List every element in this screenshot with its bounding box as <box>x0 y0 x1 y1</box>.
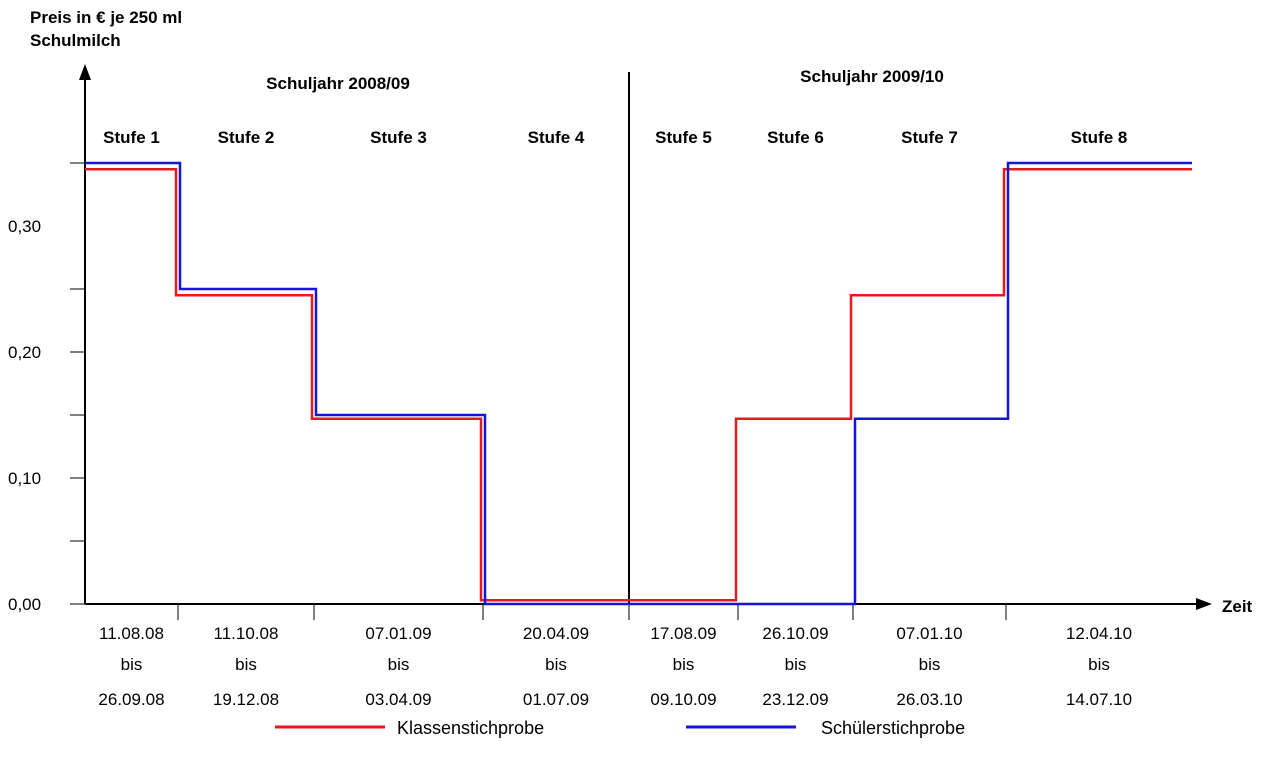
stage-label: Stufe 7 <box>901 128 958 147</box>
y-axis-title-line2: Schulmilch <box>30 31 121 50</box>
y-tick-label: 0,10 <box>8 469 41 488</box>
y-axis-arrow-icon <box>79 64 91 80</box>
period-end-label: 03.04.09 <box>365 690 431 709</box>
period-end-label: 26.09.08 <box>98 690 164 709</box>
period-end-label: 14.07.10 <box>1066 690 1132 709</box>
legend-label-klassen: Klassenstichprobe <box>397 718 544 738</box>
period-bis-label: bis <box>785 655 807 674</box>
x-axis-title: Zeit <box>1222 597 1253 616</box>
period-bis-label: bis <box>388 655 410 674</box>
period-bis-label: bis <box>673 655 695 674</box>
y-axis-title-line1: Preis in € je 250 ml <box>30 8 182 27</box>
period-start-label: 12.04.10 <box>1066 624 1132 643</box>
period-start-label: 07.01.09 <box>365 624 431 643</box>
period-end-label: 19.12.08 <box>213 690 279 709</box>
period-start-label: 26.10.09 <box>762 624 828 643</box>
period-start-label: 07.01.10 <box>896 624 962 643</box>
stage-label: Stufe 3 <box>370 128 427 147</box>
period-start-label: 20.04.09 <box>523 624 589 643</box>
period-end-label: 23.12.09 <box>762 690 828 709</box>
y-tick-label: 0,20 <box>8 343 41 362</box>
series-line-klassen <box>85 168 1192 602</box>
period-bis-label: bis <box>235 655 257 674</box>
stage-label: Stufe 6 <box>767 128 824 147</box>
legend-label-schueler: Schülerstichprobe <box>821 718 965 738</box>
period-bis-label: bis <box>919 655 941 674</box>
period-end-label: 09.10.09 <box>650 690 716 709</box>
stage-label: Stufe 2 <box>218 128 275 147</box>
school-year-label-2: Schuljahr 2009/10 <box>800 67 944 86</box>
period-bis-label: bis <box>545 655 567 674</box>
stage-label: Stufe 8 <box>1071 128 1128 147</box>
y-tick-label: 0,00 <box>8 595 41 614</box>
period-start-label: 17.08.09 <box>650 624 716 643</box>
period-end-label: 26.03.10 <box>896 690 962 709</box>
period-bis-label: bis <box>121 655 143 674</box>
period-bis-label: bis <box>1088 655 1110 674</box>
period-start-label: 11.08.08 <box>99 624 164 643</box>
stage-label: Stufe 4 <box>528 128 585 147</box>
stage-label: Stufe 1 <box>103 128 160 147</box>
y-tick-label: 0,30 <box>8 217 41 236</box>
period-end-label: 01.07.09 <box>523 690 589 709</box>
school-year-label-1: Schuljahr 2008/09 <box>266 74 410 93</box>
stage-label: Stufe 5 <box>655 128 712 147</box>
x-axis-arrow-icon <box>1196 598 1212 610</box>
period-start-label: 11.10.08 <box>214 624 279 643</box>
series-line-schueler <box>85 161 1192 606</box>
